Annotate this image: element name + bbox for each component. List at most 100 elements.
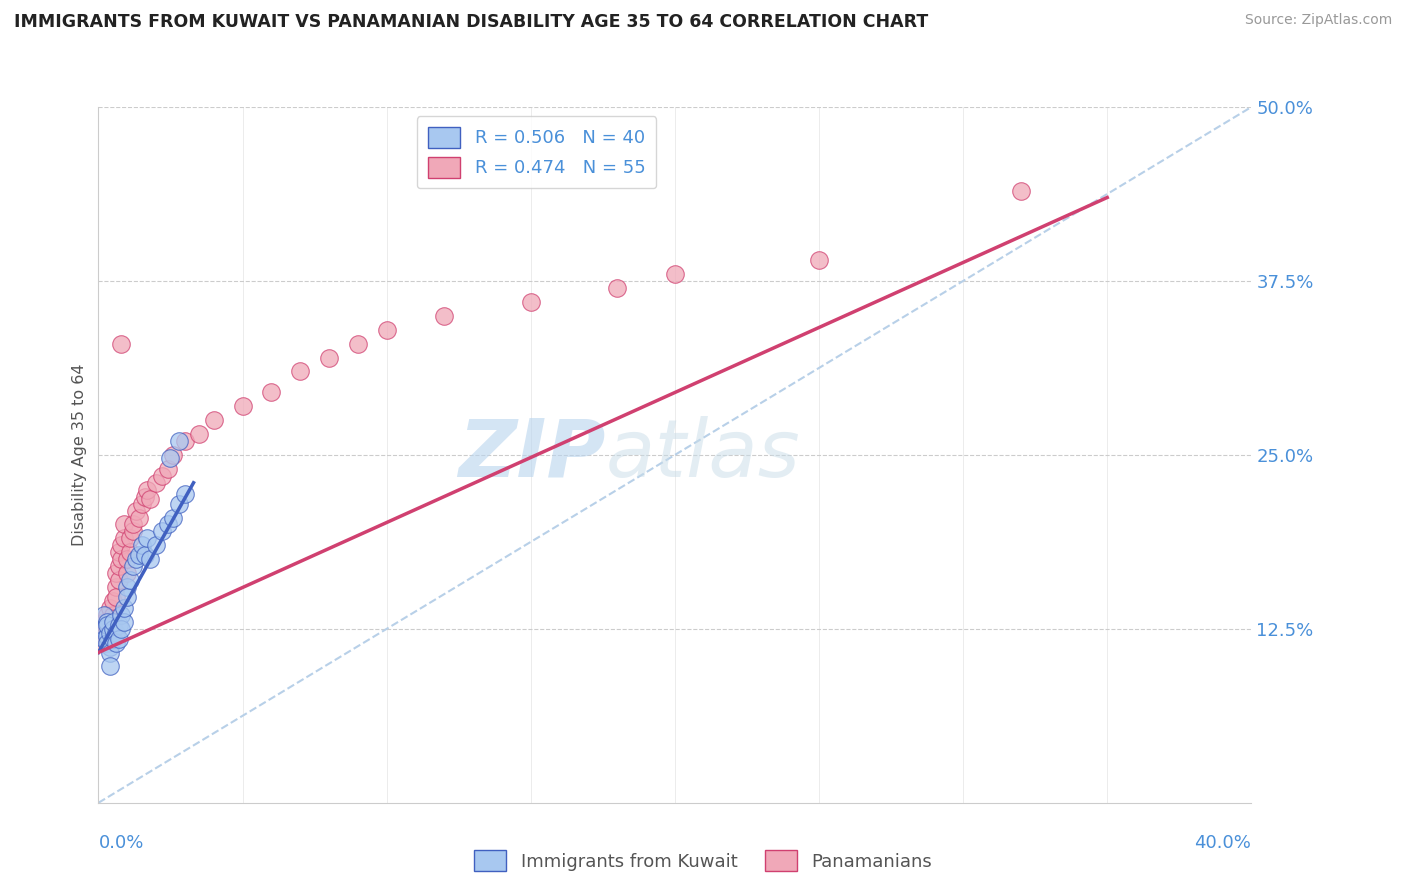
- Point: [104, 636, 127, 650]
- Point: [156, 462, 179, 476]
- Point: [162, 448, 184, 462]
- Legend: R = 0.506   N = 40, R = 0.474   N = 55: R = 0.506 N = 40, R = 0.474 N = 55: [416, 116, 657, 188]
- Point: [96, 607, 118, 622]
- Point: [93, 629, 115, 643]
- Point: [128, 510, 150, 524]
- Point: [162, 510, 184, 524]
- Point: [110, 552, 132, 566]
- Point: [107, 632, 129, 646]
- Point: [98, 640, 121, 654]
- Point: [1010, 184, 1032, 198]
- Point: [260, 385, 283, 400]
- Point: [107, 545, 129, 559]
- Text: 40.0%: 40.0%: [1195, 834, 1251, 852]
- Point: [134, 548, 156, 562]
- Point: [174, 434, 197, 448]
- Point: [131, 497, 153, 511]
- Point: [136, 483, 159, 497]
- Text: ZIP: ZIP: [458, 416, 606, 494]
- Point: [112, 615, 135, 629]
- Point: [107, 573, 129, 587]
- Point: [188, 427, 211, 442]
- Point: [156, 517, 179, 532]
- Point: [101, 594, 124, 608]
- Point: [96, 636, 118, 650]
- Point: [117, 552, 139, 566]
- Point: [110, 622, 132, 636]
- Point: [290, 364, 312, 378]
- Point: [117, 580, 139, 594]
- Point: [167, 434, 190, 448]
- Point: [664, 267, 686, 281]
- Point: [150, 524, 173, 539]
- Point: [101, 617, 124, 632]
- Point: [110, 336, 132, 351]
- Point: [117, 566, 139, 581]
- Point: [167, 497, 190, 511]
- Point: [98, 626, 121, 640]
- Point: [150, 468, 173, 483]
- Point: [104, 626, 127, 640]
- Point: [231, 399, 254, 413]
- Point: [122, 559, 145, 574]
- Point: [433, 309, 456, 323]
- Point: [125, 552, 148, 566]
- Point: [122, 524, 145, 539]
- Point: [606, 281, 628, 295]
- Point: [96, 629, 118, 643]
- Point: [101, 632, 124, 646]
- Point: [120, 573, 142, 587]
- Point: [318, 351, 340, 365]
- Point: [104, 580, 127, 594]
- Point: [120, 545, 142, 559]
- Point: [134, 490, 156, 504]
- Point: [96, 617, 118, 632]
- Text: 0.0%: 0.0%: [98, 834, 143, 852]
- Text: atlas: atlas: [606, 416, 800, 494]
- Point: [139, 552, 162, 566]
- Point: [159, 450, 181, 465]
- Point: [104, 590, 127, 604]
- Point: [101, 632, 124, 646]
- Point: [110, 607, 132, 622]
- Point: [112, 532, 135, 546]
- Legend: Immigrants from Kuwait, Panamanians: Immigrants from Kuwait, Panamanians: [467, 843, 939, 879]
- Point: [136, 532, 159, 546]
- Point: [93, 615, 115, 629]
- Point: [93, 607, 115, 622]
- Point: [128, 548, 150, 562]
- Point: [117, 590, 139, 604]
- Point: [93, 622, 115, 636]
- Point: [131, 538, 153, 552]
- Point: [520, 294, 543, 309]
- Point: [98, 615, 121, 629]
- Point: [112, 601, 135, 615]
- Point: [96, 632, 118, 646]
- Point: [101, 607, 124, 622]
- Point: [98, 659, 121, 673]
- Point: [93, 632, 115, 646]
- Text: Source: ZipAtlas.com: Source: ZipAtlas.com: [1244, 13, 1392, 28]
- Text: IMMIGRANTS FROM KUWAIT VS PANAMANIAN DISABILITY AGE 35 TO 64 CORRELATION CHART: IMMIGRANTS FROM KUWAIT VS PANAMANIAN DIS…: [14, 13, 928, 31]
- Point: [96, 622, 118, 636]
- Point: [112, 517, 135, 532]
- Point: [101, 622, 124, 636]
- Point: [807, 253, 830, 268]
- Point: [145, 538, 167, 552]
- Point: [101, 615, 124, 629]
- Point: [98, 626, 121, 640]
- Point: [96, 615, 118, 629]
- Point: [375, 323, 398, 337]
- Point: [174, 487, 197, 501]
- Point: [122, 517, 145, 532]
- Point: [145, 475, 167, 490]
- Point: [346, 336, 368, 351]
- Point: [93, 636, 115, 650]
- Point: [120, 532, 142, 546]
- Point: [202, 413, 225, 427]
- Point: [104, 566, 127, 581]
- Point: [107, 559, 129, 574]
- Point: [125, 503, 148, 517]
- Y-axis label: Disability Age 35 to 64: Disability Age 35 to 64: [72, 364, 87, 546]
- Point: [98, 601, 121, 615]
